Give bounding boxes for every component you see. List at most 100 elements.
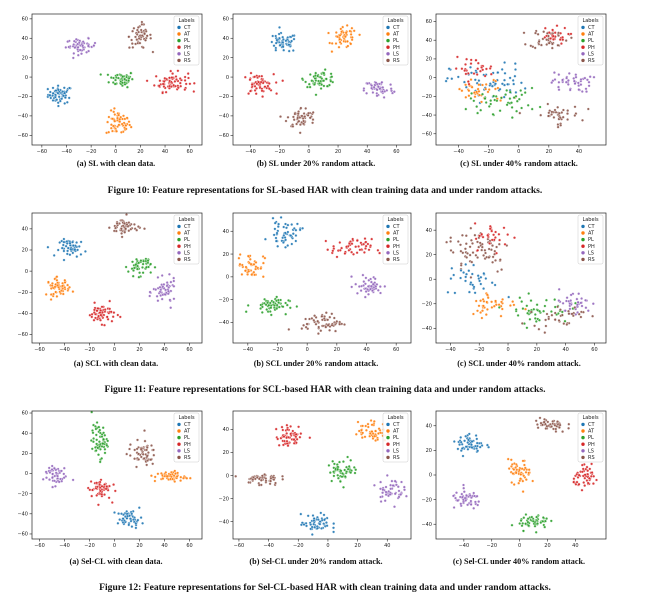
point-PL xyxy=(545,517,549,521)
point-RS xyxy=(541,37,545,41)
point-RS xyxy=(328,315,332,319)
panel-caption: (c) SL under 40% random attack. xyxy=(460,159,578,168)
plot-frame xyxy=(435,13,607,146)
point-RS xyxy=(477,245,481,249)
legend-label-CT: CT xyxy=(588,224,595,230)
point-PH xyxy=(93,301,97,305)
point-CT xyxy=(466,438,470,442)
point-RS xyxy=(135,465,138,469)
point-LS xyxy=(48,471,52,474)
legend-label-PL: PL xyxy=(393,435,399,441)
point-AT xyxy=(508,304,512,307)
point-PL xyxy=(94,427,98,431)
point-RS xyxy=(302,112,306,115)
point-LS xyxy=(92,44,96,47)
point-CT xyxy=(65,241,69,245)
point-AT xyxy=(120,122,124,126)
point-PH xyxy=(335,255,339,259)
point-PH xyxy=(580,488,584,492)
point-CT xyxy=(464,275,468,279)
point-LS xyxy=(396,485,400,489)
point-LS xyxy=(62,476,66,480)
point-LS xyxy=(60,469,63,473)
point-CT xyxy=(127,523,131,527)
point-AT xyxy=(125,116,129,120)
point-LS xyxy=(355,291,359,295)
legend-marker-RS xyxy=(177,257,181,262)
point-RS xyxy=(298,123,302,127)
y-tick-label: −40 xyxy=(421,326,432,332)
legend-marker-PH xyxy=(177,244,181,248)
point-CT xyxy=(63,96,67,99)
point-PH xyxy=(588,467,592,471)
x-tick-label: 0 xyxy=(517,149,520,155)
point-CT xyxy=(273,221,277,225)
point-LS xyxy=(472,491,476,495)
point-AT xyxy=(368,434,372,438)
x-tick-label: 0 xyxy=(113,543,116,549)
point-CT xyxy=(83,249,87,253)
point-LS xyxy=(477,500,481,504)
point-PL xyxy=(106,439,110,443)
point-LS xyxy=(60,479,64,483)
point-PL xyxy=(481,92,484,96)
legend-label-CT: CT xyxy=(393,224,400,230)
x-tick-label: 20 xyxy=(354,543,360,549)
point-PL xyxy=(96,446,100,450)
x-tick-label: 20 xyxy=(534,347,540,353)
point-PL xyxy=(107,80,111,84)
point-PH xyxy=(563,26,567,30)
point-RS xyxy=(456,240,460,243)
point-AT xyxy=(349,42,353,46)
point-AT xyxy=(372,419,376,423)
point-RS xyxy=(286,115,290,119)
point-RS xyxy=(143,32,147,36)
point-AT xyxy=(470,85,474,89)
point-PL xyxy=(475,105,479,109)
point-PH xyxy=(285,423,289,427)
point-AT xyxy=(116,116,119,120)
legend-marker-PH xyxy=(386,442,390,446)
point-PL xyxy=(268,301,272,305)
point-AT xyxy=(467,89,471,93)
point-CT xyxy=(56,248,60,252)
point-CT xyxy=(49,96,53,100)
point-PL xyxy=(325,84,329,88)
point-PL xyxy=(498,109,502,113)
point-LS xyxy=(399,493,403,496)
legend-marker-PH xyxy=(386,244,390,248)
point-PH xyxy=(490,229,494,233)
point-LS xyxy=(384,493,388,497)
x-tick-label: −20 xyxy=(293,543,304,549)
point-AT xyxy=(330,50,334,54)
point-RS xyxy=(557,426,561,429)
legend-title: Labels xyxy=(387,18,403,24)
point-AT xyxy=(467,94,471,98)
point-CT xyxy=(122,513,125,517)
point-AT xyxy=(349,32,353,36)
point-CT xyxy=(116,521,120,525)
point-RS xyxy=(127,229,131,233)
point-CT xyxy=(494,82,497,86)
point-LS xyxy=(580,90,584,93)
point-CT xyxy=(310,533,314,536)
legend-label-CT: CT xyxy=(184,422,191,428)
point-CT xyxy=(456,447,460,451)
point-PL xyxy=(98,460,102,464)
legend-label-PL: PL xyxy=(588,38,594,44)
point-CT xyxy=(62,237,66,241)
x-tick-label: 0 xyxy=(326,543,329,549)
point-RS xyxy=(469,238,473,242)
y-tick-label: 0 xyxy=(429,473,432,479)
point-LS xyxy=(568,302,572,306)
y-tick-label: 60 xyxy=(426,19,432,25)
point-LS xyxy=(585,90,588,94)
legend-marker-RS xyxy=(386,455,390,460)
point-RS xyxy=(274,481,277,485)
point-AT xyxy=(356,420,360,424)
point-LS xyxy=(381,491,385,495)
point-CT xyxy=(500,67,504,71)
point-RS xyxy=(539,43,543,47)
y-tick-label: −40 xyxy=(218,320,229,326)
